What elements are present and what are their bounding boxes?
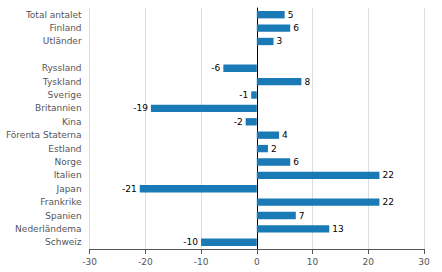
- svg-text:Frankrike: Frankrike: [40, 197, 82, 207]
- svg-text:8: 8: [304, 77, 310, 87]
- svg-text:Utländer: Utländer: [43, 36, 82, 46]
- svg-text:10: 10: [307, 257, 319, 267]
- svg-text:6: 6: [293, 157, 299, 167]
- svg-text:Kina: Kina: [62, 117, 82, 127]
- svg-text:22: 22: [382, 170, 393, 180]
- svg-text:Britannien: Britannien: [35, 103, 82, 113]
- svg-text:3: 3: [277, 36, 283, 46]
- svg-text:22: 22: [382, 197, 393, 207]
- svg-text:Schweiz: Schweiz: [45, 237, 82, 247]
- svg-text:Japan: Japan: [55, 184, 81, 194]
- svg-text:7: 7: [299, 211, 305, 221]
- svg-text:30: 30: [418, 257, 430, 267]
- svg-text:Spanien: Spanien: [45, 211, 81, 221]
- svg-text:Estland: Estland: [48, 144, 81, 154]
- svg-text:13: 13: [332, 224, 343, 234]
- svg-text:Sverige: Sverige: [48, 90, 82, 100]
- svg-text:Total antalet: Total antalet: [25, 10, 82, 20]
- svg-text:-21: -21: [122, 184, 137, 194]
- svg-text:Ryssland: Ryssland: [42, 63, 82, 73]
- svg-text:Förenta Staterna: Förenta Staterna: [6, 130, 82, 140]
- svg-text:Italien: Italien: [54, 170, 82, 180]
- svg-text:Finland: Finland: [49, 23, 81, 33]
- svg-text:4: 4: [282, 130, 288, 140]
- svg-text:-2: -2: [234, 117, 243, 127]
- svg-text:20: 20: [363, 257, 375, 267]
- svg-text:-30: -30: [82, 257, 97, 267]
- svg-text:-1: -1: [239, 90, 248, 100]
- svg-text:-10: -10: [183, 237, 198, 247]
- svg-text:6: 6: [293, 23, 299, 33]
- svg-text:-20: -20: [138, 257, 153, 267]
- svg-text:-6: -6: [211, 63, 220, 73]
- svg-text:0: 0: [254, 257, 260, 267]
- svg-text:-19: -19: [133, 103, 148, 113]
- svg-text:5: 5: [288, 10, 294, 20]
- svg-text:2: 2: [271, 144, 277, 154]
- svg-text:Nederländema: Nederländema: [15, 224, 81, 234]
- svg-text:Tyskland: Tyskland: [42, 77, 82, 87]
- svg-text:-10: -10: [194, 257, 209, 267]
- svg-text:Norge: Norge: [55, 157, 82, 167]
